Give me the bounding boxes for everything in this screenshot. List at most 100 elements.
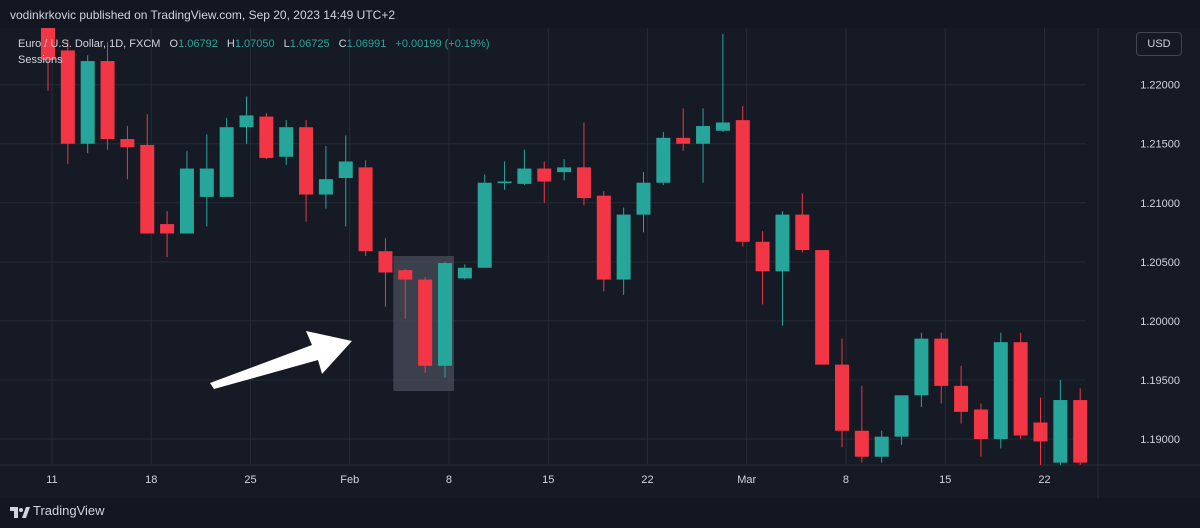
candle <box>140 114 155 234</box>
candle-body <box>934 338 949 386</box>
candle-body <box>378 251 393 273</box>
candle <box>378 238 393 307</box>
candle-body <box>954 385 969 412</box>
open-value: 1.06792 <box>178 38 218 50</box>
tradingview-logo-icon <box>10 507 30 518</box>
candle-body <box>735 120 750 242</box>
candle-body <box>299 127 314 195</box>
candle <box>239 96 254 144</box>
close-label: C <box>338 38 347 50</box>
candle-body <box>656 137 671 183</box>
candle-body <box>715 122 730 131</box>
candle <box>934 332 949 404</box>
candle-body <box>398 270 413 280</box>
candle-body <box>676 137 691 144</box>
x-tick-label: 18 <box>145 474 157 486</box>
candle <box>60 39 75 164</box>
candle <box>100 42 115 150</box>
candle <box>894 395 909 445</box>
candle <box>1073 388 1088 465</box>
candle-body <box>636 182 651 215</box>
candle <box>179 150 194 234</box>
close-value: 1.06991 <box>346 38 387 50</box>
candle-body <box>179 168 194 234</box>
candle-body <box>616 214 631 280</box>
low-value: 1.06725 <box>289 38 330 50</box>
candle-body <box>358 167 373 252</box>
candle-body <box>973 409 988 440</box>
high-label: H <box>226 38 235 50</box>
change-value: +0.00199 (+0.19%) <box>395 38 490 50</box>
candle-body <box>1033 422 1048 442</box>
candle-body <box>338 161 353 178</box>
candle <box>576 122 591 206</box>
y-tick-label: 1.19000 <box>1140 434 1180 446</box>
candle <box>735 105 750 247</box>
candle-body <box>775 214 790 272</box>
y-tick-label: 1.21000 <box>1140 198 1180 210</box>
candle <box>874 430 889 463</box>
candle-body <box>318 179 333 195</box>
candle-body <box>755 241 770 272</box>
publish-bar: vodinkrkovic published on TradingView.co… <box>0 0 1200 28</box>
footer <box>0 498 1200 528</box>
candle <box>160 211 175 258</box>
candle <box>775 211 790 326</box>
y-tick-label: 1.20500 <box>1140 257 1180 269</box>
currency-button[interactable]: USD <box>1136 32 1182 56</box>
candle-body <box>993 342 1008 440</box>
symbol-title[interactable]: Euro / U.S. Dollar, 1D, FXCM <box>18 38 161 50</box>
candle <box>418 277 433 373</box>
candle-body <box>537 168 552 182</box>
candle-body <box>457 267 472 279</box>
y-tick-label: 1.19500 <box>1140 375 1180 387</box>
publish-info: vodinkrkovic published on TradingView.co… <box>10 8 396 22</box>
candle <box>1033 397 1048 465</box>
candle <box>497 161 512 190</box>
candle <box>557 159 572 181</box>
candle <box>517 149 532 186</box>
candle-body <box>120 139 135 148</box>
candle <box>973 403 988 457</box>
x-tick-label: 8 <box>446 474 452 486</box>
candle-body <box>874 436 889 457</box>
x-tick-label: 22 <box>1038 474 1050 486</box>
candle <box>80 55 95 154</box>
candle <box>41 28 55 91</box>
candle <box>299 120 314 222</box>
sessions-indicator[interactable]: Sessions <box>18 54 63 66</box>
x-tick-label: 15 <box>542 474 554 486</box>
candle-body <box>438 263 452 366</box>
candle-body <box>557 167 572 173</box>
y-tick-label: 1.20000 <box>1140 316 1180 328</box>
candle <box>1053 379 1068 465</box>
candlestick-chart[interactable]: 1.22000 1.21500 1.21000 1.20500 1.20000 1.195… <box>0 28 1200 498</box>
candle-body <box>1073 400 1088 463</box>
tradingview-brand: TradingView <box>33 503 105 518</box>
candle-body <box>239 115 254 128</box>
candle <box>795 193 810 253</box>
x-tick-label: 8 <box>843 474 849 486</box>
candle-body <box>835 364 849 431</box>
y-tick-label: 1.21500 <box>1140 139 1180 151</box>
candle <box>457 264 472 280</box>
candle-body <box>160 224 175 234</box>
x-tick-label: 25 <box>244 474 256 486</box>
candle <box>537 161 552 203</box>
candle <box>358 160 373 256</box>
candle-body <box>60 50 75 144</box>
high-value: 1.07050 <box>234 38 275 50</box>
open-label: O <box>169 38 179 50</box>
candle <box>438 261 452 378</box>
candle-body <box>477 182 492 268</box>
arrow-annotation <box>210 331 352 389</box>
x-tick-label: 22 <box>641 474 653 486</box>
candle-body <box>199 168 214 197</box>
x-tick-label: 11 <box>46 474 57 486</box>
candle <box>477 174 492 268</box>
candle-body <box>219 127 234 197</box>
candle <box>398 268 413 319</box>
y-tick-label: 1.22000 <box>1140 80 1180 92</box>
candle <box>755 231 770 305</box>
candle <box>279 120 294 166</box>
